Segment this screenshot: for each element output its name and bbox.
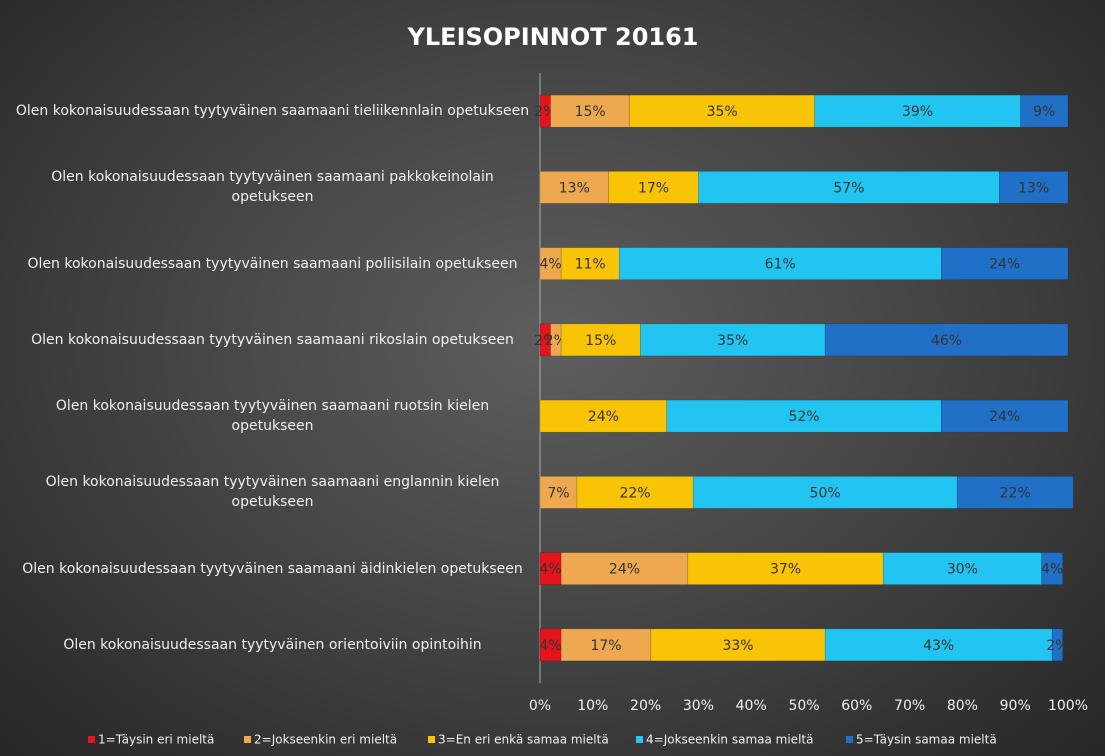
bar-segment <box>560 247 620 280</box>
y-tick-label: Olen kokonaisuudessaan tyytyväinen orien… <box>63 636 482 653</box>
legend-label: 4=Jokseenkin samaa mieltä <box>646 733 813 747</box>
data-label: 39% <box>902 104 933 120</box>
data-label: 11% <box>575 257 606 273</box>
y-tick-label: Olen kokonaisuudessaan tyytyväinen saama… <box>27 255 518 272</box>
data-label: 24% <box>588 409 619 425</box>
bar-segment <box>999 171 1069 204</box>
data-label: 15% <box>585 333 616 349</box>
bar-segment <box>814 94 1021 128</box>
y-tick-label: Olen kokonaisuudessaan tyytyväinen saama… <box>15 103 530 120</box>
bar-segment <box>692 476 958 509</box>
data-label: 4% <box>539 257 561 273</box>
x-tick-label: 20% <box>630 698 661 714</box>
bar-segment <box>1041 552 1063 585</box>
data-label: 35% <box>717 333 748 349</box>
x-tick-label: 30% <box>683 698 714 714</box>
bar-segment <box>539 476 578 509</box>
data-label: 43% <box>923 638 954 654</box>
bar-segment <box>550 94 631 128</box>
x-tick-label: 70% <box>894 698 925 714</box>
x-tick-label: 60% <box>841 698 872 714</box>
data-label: 4% <box>539 562 561 578</box>
data-label: 17% <box>638 180 669 196</box>
bar-segment <box>666 399 942 433</box>
data-label: 4% <box>539 638 561 654</box>
data-label: 24% <box>989 257 1020 273</box>
bar-segment <box>824 323 1069 357</box>
data-label: 46% <box>931 333 962 349</box>
bar-segment <box>560 552 689 585</box>
data-label: 33% <box>722 638 753 654</box>
data-label: 50% <box>810 485 841 501</box>
data-label: 35% <box>707 104 738 120</box>
data-label: 24% <box>609 562 640 578</box>
x-tick-label: 80% <box>947 698 978 714</box>
bar-segment <box>941 399 1069 433</box>
bar-segment <box>941 247 1069 280</box>
bar-segment <box>618 247 942 280</box>
bar-segment <box>539 399 667 433</box>
y-tick-label: Olen kokonaisuudessaan tyytyväinen saama… <box>31 331 514 348</box>
legend-marker <box>244 736 251 743</box>
data-label: 4% <box>1041 562 1063 578</box>
legend-label: 2=Jokseenkin eri mieltä <box>254 733 397 747</box>
data-label: 61% <box>765 257 796 273</box>
x-tick-label: 10% <box>577 698 608 714</box>
bar-segment <box>629 94 815 128</box>
legend-label: 3=En eri enkä samaa mieltä <box>438 733 609 747</box>
x-tick-label: 50% <box>788 698 819 714</box>
data-label: 15% <box>575 104 606 120</box>
bar-segment <box>608 171 699 204</box>
legend-marker <box>636 736 643 743</box>
bar-segment <box>650 628 826 662</box>
data-label: 2% <box>1046 638 1068 654</box>
legend-marker <box>846 736 853 743</box>
y-tick-label: Olen kokonaisuudessaan tyytyväinen saama… <box>55 398 490 435</box>
bar-segment <box>1020 94 1069 128</box>
bar-segment <box>824 628 1053 662</box>
bar-segment <box>1051 628 1063 662</box>
bar-segment <box>560 323 641 357</box>
y-tick-label: Olen kokonaisuudessaan tyytyväinen saama… <box>22 560 523 577</box>
bar-segment <box>882 552 1042 585</box>
data-label: 52% <box>788 409 819 425</box>
legend-label: 5=Täysin samaa mieltä <box>856 733 997 747</box>
x-tick-label: 100% <box>1048 698 1088 714</box>
x-tick-label: 90% <box>1000 698 1031 714</box>
legend-marker <box>428 736 435 743</box>
x-tick-label: 0% <box>529 698 551 714</box>
chart-title: YLEISOPINNOT 20161 <box>407 23 699 51</box>
data-label: 22% <box>1000 485 1031 501</box>
bar-segment <box>640 323 826 357</box>
bar-segment <box>698 171 1000 204</box>
data-label: 22% <box>619 485 650 501</box>
bar-segment <box>560 628 652 662</box>
x-tick-label: 40% <box>736 698 767 714</box>
bar-segment <box>539 171 609 204</box>
data-label: 37% <box>770 562 801 578</box>
data-label: 57% <box>833 180 864 196</box>
bar-segment <box>956 476 1074 509</box>
y-tick-label: Olen kokonaisuudessaan tyytyväinen saama… <box>51 169 494 206</box>
data-label: 17% <box>590 638 621 654</box>
legend-marker <box>88 736 95 743</box>
data-label: 30% <box>947 562 978 578</box>
data-label: 24% <box>989 409 1020 425</box>
bar-segment <box>687 552 884 585</box>
legend-label: 1=Täysin eri mieltä <box>98 733 214 747</box>
data-label: 13% <box>1018 180 1049 196</box>
data-label: 7% <box>547 485 569 501</box>
data-label: 13% <box>559 180 590 196</box>
data-label: 9% <box>1033 104 1055 120</box>
y-tick-label: Olen kokonaisuudessaan tyytyväinen saama… <box>45 474 500 511</box>
